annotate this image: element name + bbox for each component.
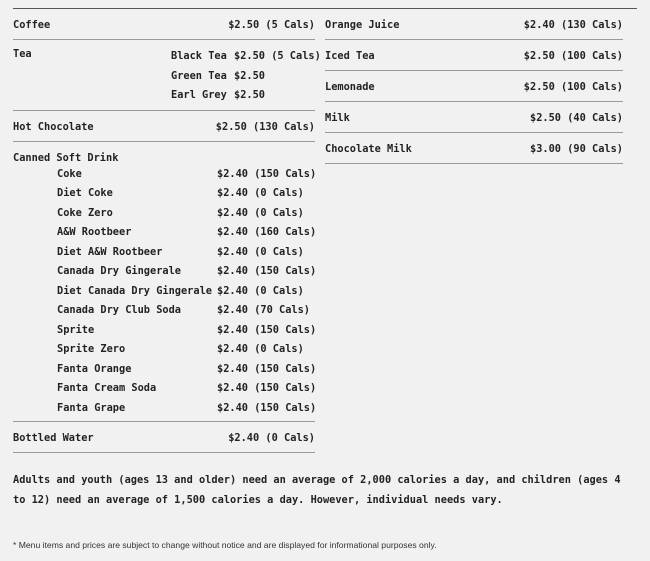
sub-item-name: Sprite Zero xyxy=(57,343,126,355)
sub-item-price: $2.40 (150 Cals) xyxy=(217,265,317,277)
sub-item-name: Earl Grey xyxy=(171,89,227,101)
item-price: $2.50 (100 Cals) xyxy=(523,81,623,93)
sub-item-name: Coke xyxy=(57,167,82,180)
calorie-note: Adults and youth (ages 13 and older) nee… xyxy=(13,474,621,506)
item-price: $2.40 (130 Cals) xyxy=(523,19,623,31)
sub-item-name: Green Tea xyxy=(171,69,227,82)
sub-item-name: Sprite xyxy=(57,323,95,336)
sub-item: Canada Dry Club Soda $2.40 (70 Cals) xyxy=(13,301,315,321)
sub-item-price: $2.50 (5 Cals) xyxy=(234,50,321,62)
sub-item: Sprite Zero $2.40 (0 Cals) xyxy=(13,340,315,360)
item-name: Orange Juice xyxy=(325,19,400,31)
sub-item: Sprite $2.40 (150 Cals) xyxy=(13,321,317,341)
item-name: Chocolate Milk xyxy=(325,143,412,155)
sub-item-name: Coke Zero xyxy=(57,206,113,219)
sub-item-price: $2.40 (0 Cals) xyxy=(217,245,304,258)
sub-item-list: Black Tea $2.50 (5 Cals) Green Tea $2.50 Ear… xyxy=(171,47,321,106)
item-price: $2.50 (5 Cals) xyxy=(228,19,315,31)
sub-item: Diet Canada Dry Gingerale $2.40 (0 Cals) xyxy=(13,282,315,302)
sub-item-price: $2.40 (150 Cals) xyxy=(217,382,317,394)
menu-item: Lemonade $2.50 (100 Cals) xyxy=(325,71,623,102)
sub-item: Diet Coke $2.40 (0 Cals) xyxy=(13,184,315,204)
sub-item: Canada Dry Gingerale $2.40 (150 Cals) xyxy=(13,262,317,282)
item-price: $2.50 (100 Cals) xyxy=(523,50,623,62)
sub-item-price: $2.40 (0 Cals) xyxy=(217,343,304,355)
menu-item: Hot Chocolate $2.50 (130 Cals) xyxy=(13,111,315,142)
sub-item-name: Diet Coke xyxy=(57,187,113,199)
item-name: Iced Tea xyxy=(325,50,375,62)
sub-item-name: Canada Dry Club Soda xyxy=(57,304,181,316)
sub-item-price: $2.40 (160 Cals) xyxy=(217,226,317,238)
sub-item-price: $2.40 (150 Cals) xyxy=(217,323,317,336)
sub-item-price: $2.40 (0 Cals) xyxy=(217,284,304,297)
sub-item: Fanta Grape $2.40 (150 Cals) xyxy=(13,399,317,419)
sub-item: Green Tea $2.50 xyxy=(171,67,315,87)
sub-item: Coke Zero $2.40 (0 Cals) xyxy=(13,204,315,224)
sub-item: Coke $2.40 (150 Cals) xyxy=(13,165,317,185)
menu-item: Bottled Water $2.40 (0 Cals) xyxy=(13,422,315,453)
disclaimer: * Menu items and prices are subject to c… xyxy=(13,540,437,550)
sub-item: Diet A&W Rootbeer $2.40 (0 Cals) xyxy=(13,243,315,263)
menu-item: Chocolate Milk $3.00 (90 Cals) xyxy=(325,133,623,164)
sub-item: A&W Rootbeer $2.40 (160 Cals) xyxy=(13,223,317,243)
sub-item-name: Diet A&W Rootbeer xyxy=(57,245,163,258)
item-name: Milk xyxy=(325,112,350,124)
item-price: $2.50 (40 Cals) xyxy=(530,112,623,124)
sub-item-name: Canada Dry Gingerale xyxy=(57,265,181,277)
menu-item: Coffee $2.50 (5 Cals) xyxy=(13,9,315,40)
sub-item-name: Black Tea xyxy=(171,50,227,62)
menu-item: Iced Tea $2.50 (100 Cals) xyxy=(325,40,623,71)
sub-item-list: Coke $2.40 (150 Cals) Diet Coke $2.40 (0 Ca… xyxy=(13,165,317,419)
sub-item-price: $2.40 (0 Cals) xyxy=(217,187,304,199)
item-price: $2.40 (0 Cals) xyxy=(228,432,315,444)
sub-item-name: Diet Canada Dry Gingerale xyxy=(57,284,212,297)
menu-right-column: Orange Juice $2.40 (130 Cals) Iced Tea $2.5… xyxy=(325,9,623,164)
sub-item-price: $2.50 xyxy=(234,69,265,82)
top-divider xyxy=(13,8,637,9)
item-name: Coffee xyxy=(13,19,51,31)
sub-item: Black Tea $2.50 (5 Cals) xyxy=(171,47,321,67)
menu-item: Milk $2.50 (40 Cals) xyxy=(325,102,623,133)
sub-item: Fanta Cream Soda $2.40 (150 Cals) xyxy=(13,379,317,399)
item-name: Tea xyxy=(13,48,32,60)
item-name: Lemonade xyxy=(325,81,375,93)
item-price: $3.00 (90 Cals) xyxy=(530,143,623,155)
sub-item-name: Fanta Grape xyxy=(57,401,126,414)
sub-item-price: $2.50 xyxy=(234,89,265,101)
item-name: Canned Soft Drink xyxy=(13,151,119,164)
menu-item: Canned Soft Drink Coke $2.40 (150 Cals) Die… xyxy=(13,142,317,422)
sub-item-price: $2.40 (0 Cals) xyxy=(217,206,304,219)
sub-item-price: $2.40 (150 Cals) xyxy=(217,401,317,414)
sub-item-name: A&W Rootbeer xyxy=(57,226,132,238)
item-name: Hot Chocolate xyxy=(13,120,94,133)
sub-item: Fanta Orange $2.40 (150 Cals) xyxy=(13,360,317,380)
sub-item-name: Fanta Orange xyxy=(57,362,132,375)
menu-item: Orange Juice $2.40 (130 Cals) xyxy=(325,9,623,40)
sub-item-price: $2.40 (150 Cals) xyxy=(217,167,317,180)
item-price: $2.50 (130 Cals) xyxy=(215,120,315,133)
item-name: Bottled Water xyxy=(13,432,94,444)
sub-item: Earl Grey $2.50 xyxy=(171,86,315,106)
sub-item-name: Fanta Cream Soda xyxy=(57,382,157,394)
sub-item-price: $2.40 (70 Cals) xyxy=(217,304,310,316)
menu-item: Tea Black Tea $2.50 (5 Cals) Green Tea $2.50… xyxy=(13,40,321,111)
sub-item-price: $2.40 (150 Cals) xyxy=(217,362,317,375)
menu-left-column: Coffee $2.50 (5 Cals) Tea Black Tea $2.50 (5… xyxy=(13,9,321,453)
